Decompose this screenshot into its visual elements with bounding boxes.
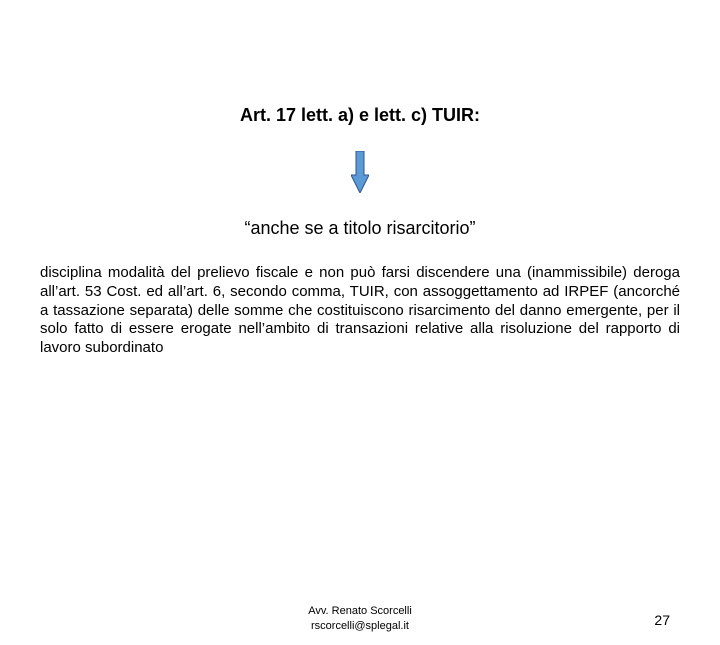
footer: Avv. Renato Scorcelli rscorcelli@splegal… bbox=[0, 604, 720, 633]
page-number: 27 bbox=[654, 612, 670, 628]
arrow-graphic bbox=[0, 151, 720, 193]
subtitle-text: “anche se a titolo risarcitorio” bbox=[0, 218, 720, 239]
footer-author-email: rscorcelli@splegal.it bbox=[308, 619, 412, 633]
footer-author-name: Avv. Renato Scorcelli bbox=[308, 604, 412, 618]
footer-author: Avv. Renato Scorcelli rscorcelli@splegal… bbox=[308, 604, 412, 633]
page-title: Art. 17 lett. a) e lett. c) TUIR: bbox=[0, 105, 720, 126]
arrow-down-icon bbox=[351, 151, 369, 193]
body-paragraph: disciplina modalità del prelievo fiscale… bbox=[0, 264, 720, 358]
